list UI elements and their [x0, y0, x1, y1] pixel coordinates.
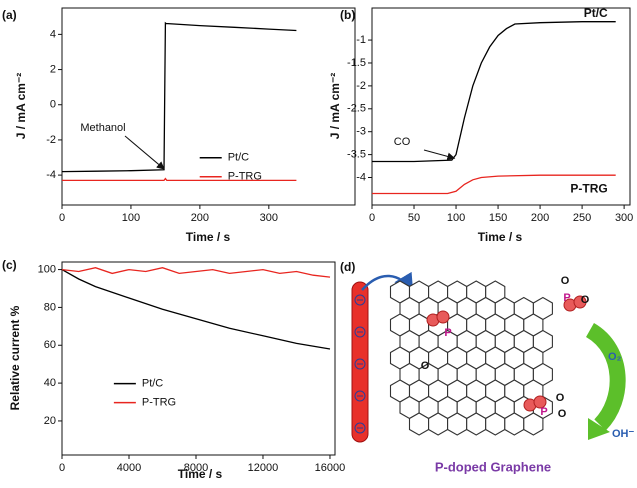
y-tick-label: 80	[44, 301, 56, 313]
legend-label: Pt/C	[228, 152, 249, 164]
oxygen-molecule	[573, 295, 587, 309]
oxygen-atom: O	[581, 294, 590, 306]
y-axis-label: J / mA cm⁻²	[14, 73, 28, 140]
x-tick-label: 0	[59, 462, 65, 474]
y-tick-label: 60	[44, 339, 56, 351]
oxygen-atom: O	[421, 360, 430, 372]
oxygen-atom: O	[558, 408, 567, 420]
legend-label: P-TRG	[142, 396, 176, 408]
panel-label: (b)	[340, 8, 355, 22]
annotation-arrow	[124, 135, 165, 170]
oxygen-label: O₂	[608, 351, 622, 363]
graphene-ring	[523, 412, 544, 436]
phosphorus-atom: P	[563, 292, 570, 304]
diagram-title: P-doped Graphene	[435, 459, 551, 474]
panel-label: (d)	[340, 260, 355, 274]
x-tick-label: 8000	[184, 462, 208, 474]
graphene-ring	[466, 412, 487, 436]
graphene-ring	[485, 412, 506, 436]
x-axis-label: Time / s	[186, 230, 231, 244]
legend-label: Pt/C	[142, 377, 163, 389]
annotation-arrow	[423, 149, 456, 161]
charge-icon	[354, 294, 366, 306]
data-line	[61, 21, 297, 173]
graphene-ring	[428, 412, 449, 436]
x-tick-label: 200	[531, 212, 549, 224]
y-axis-label: Relative current %	[8, 305, 22, 410]
x-tick-label: 200	[191, 212, 209, 224]
x-axis-label: Time / s	[178, 467, 223, 481]
y-tick-label: -3.5	[347, 149, 366, 161]
x-tick-label: 100	[447, 212, 465, 224]
oxygen-molecule	[436, 310, 450, 324]
y-tick-label: 0	[50, 99, 56, 111]
y-tick-label: -1	[356, 34, 366, 46]
x-axis-label: Time / s	[478, 230, 523, 244]
oxygen-molecule	[533, 395, 547, 409]
plot-frame	[61, 7, 356, 206]
charge-icon	[354, 326, 366, 338]
x-tick-label: 16000	[315, 462, 346, 474]
y-tick-label: -2.5	[347, 103, 366, 115]
y-tick-label: -3	[356, 126, 366, 138]
x-tick-label: 250	[573, 212, 591, 224]
data-line	[372, 174, 616, 195]
y-axis-label: J / mA cm⁻²	[328, 73, 342, 140]
data-line	[62, 177, 297, 182]
data-line	[61, 269, 331, 350]
panel-label: (c)	[2, 258, 17, 272]
x-tick-label: 100	[122, 212, 140, 224]
charge-icon	[354, 358, 366, 370]
phosphorus-atom: P	[444, 327, 451, 339]
y-tick-label: -1.5	[347, 57, 366, 69]
y-tick-label: 40	[44, 377, 56, 389]
reaction-arrow	[585, 323, 626, 431]
y-tick-label: -2	[356, 80, 366, 92]
x-tick-label: 300	[615, 212, 633, 224]
annotation: CO	[394, 136, 411, 148]
oxygen-atom: O	[556, 392, 565, 404]
legend-label: P-TRG	[228, 171, 262, 183]
x-tick-label: 50	[408, 212, 420, 224]
x-tick-label: 150	[489, 212, 507, 224]
plot-frame	[61, 261, 336, 456]
y-tick-label: -4	[356, 171, 366, 183]
x-tick-label: 4000	[117, 462, 141, 474]
y-tick-label: 100	[38, 263, 56, 275]
hydroxide-label: OH⁻	[612, 428, 635, 440]
graphene-ring	[408, 412, 430, 436]
series-label: Pt/C	[584, 6, 608, 20]
y-tick-label: 2	[50, 63, 56, 75]
y-tick-label: 4	[50, 28, 56, 40]
electron-label: 4e⁻	[585, 370, 603, 382]
electrode	[351, 281, 369, 443]
charge-icon	[354, 390, 366, 402]
x-tick-label: 0	[59, 212, 65, 224]
y-tick-label: -4	[46, 169, 56, 181]
reaction-arrow-head	[588, 418, 610, 440]
series-label: P-TRG	[570, 181, 607, 195]
y-tick-label: -2	[46, 134, 56, 146]
panel-label: (a)	[2, 8, 17, 22]
x-tick-label: 12000	[248, 462, 279, 474]
graphene-ring	[447, 412, 468, 436]
oxygen-atom: O	[561, 275, 570, 287]
x-tick-label: 300	[260, 212, 278, 224]
plot-frame	[371, 7, 631, 206]
data-line	[61, 267, 331, 278]
annotation: Methanol	[80, 122, 125, 134]
x-tick-label: 0	[369, 212, 375, 224]
phosphorus-atom: P	[540, 406, 547, 418]
charge-icon	[354, 422, 366, 434]
y-tick-label: 20	[44, 415, 56, 427]
graphene-ring	[504, 412, 525, 436]
